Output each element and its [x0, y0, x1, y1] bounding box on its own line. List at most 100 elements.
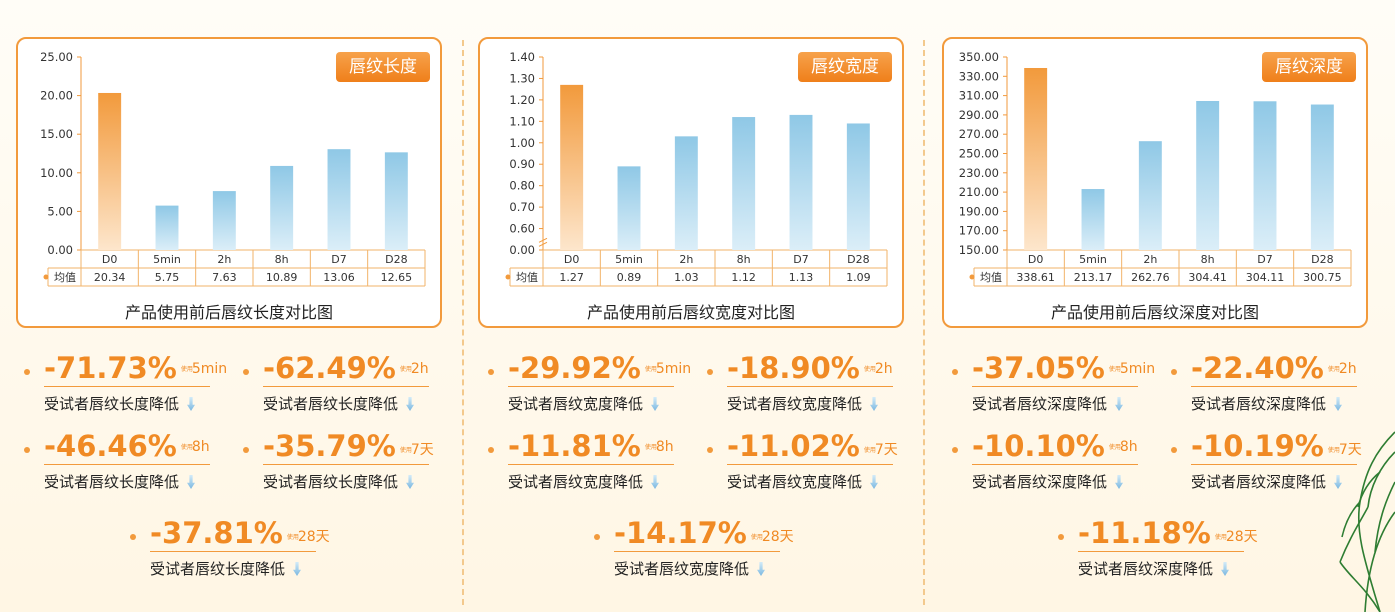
y-tick-label: 350.00	[959, 50, 999, 64]
stat-item: -14.17% 使用28天受试者唇纹宽度降低	[594, 516, 814, 579]
down-arrow-icon	[1115, 475, 1124, 489]
panel-divider-2	[923, 40, 925, 605]
bar-D28	[384, 152, 408, 250]
data-value-label: 7.63	[212, 271, 237, 284]
bullet-dot	[707, 447, 713, 453]
stat-time: 7天	[1338, 442, 1362, 458]
bar-chart-svg: 25.00 20.00 15.00 10.00 5.00 0.00 均值 D0 20.34 5mi…	[40, 50, 426, 287]
stat-percent: -62.49%	[263, 351, 396, 385]
stat-time-tag: 使用2h	[864, 361, 893, 377]
stat-item: -10.10% 使用8h 受试者唇纹深度降低	[952, 429, 1172, 492]
stat-description: 受试者唇纹宽度降低	[614, 558, 814, 579]
down-arrow-icon	[870, 397, 879, 411]
stat-percent: -29.92%	[508, 351, 641, 385]
stat-desc-text: 受试者唇纹深度降低	[972, 473, 1108, 491]
row-label: 均值	[54, 271, 76, 284]
y-tick-label: 1.20	[509, 93, 535, 107]
down-arrow-icon	[406, 475, 415, 489]
stat-percent: -14.17%	[614, 516, 747, 550]
stat-description: 受试者唇纹长度降低	[263, 471, 463, 492]
stat-mini-label: 使用	[750, 534, 763, 541]
bar-8h	[732, 117, 756, 251]
y-tick-label: 20.00	[40, 89, 73, 103]
stat-mini-label: 使用	[1327, 447, 1340, 454]
data-value-label: 300.75	[1303, 271, 1342, 284]
down-arrow-icon	[1115, 397, 1124, 411]
stat-time-tag: 使用8h	[181, 439, 210, 455]
y-tick-label: 15.00	[40, 127, 73, 141]
bar-2h	[212, 191, 236, 250]
stat-desc-text: 受试者唇纹长度降低	[44, 473, 180, 491]
stat-percent: -11.81%	[508, 429, 641, 463]
stat-item: -29.92% 使用5min 受试者唇纹宽度降低	[488, 351, 708, 414]
stat-time: 7天	[874, 442, 898, 458]
stat-time-tag: 使用8h	[645, 439, 674, 455]
y-tick-label: 0.70	[509, 200, 535, 214]
stat-desc-text: 受试者唇纹深度降低	[1191, 395, 1327, 413]
y-tick-label: 0.00	[509, 243, 535, 257]
bullet-dot	[952, 447, 958, 453]
data-value-label: 304.41	[1188, 271, 1227, 284]
bullet-dot	[130, 534, 136, 540]
stat-mini-label: 使用	[1214, 534, 1227, 541]
y-tick-label: 270.00	[959, 127, 999, 141]
chart-card-1: 1.40 1.30 1.20 1.10 1.00 0.90 0.80 0.70 0.60 0.00…	[478, 37, 904, 328]
stat-desc-text: 受试者唇纹深度降低	[972, 395, 1108, 413]
bar-chart-svg: 350.00 330.00 310.00 290.00 270.00 250.00 230.…	[959, 50, 1352, 287]
stat-time-tag: 使用5min	[645, 361, 691, 377]
x-category-label: 2h	[217, 253, 231, 266]
data-value-label: 304.11	[1246, 271, 1285, 284]
x-category-label: 2h	[1143, 253, 1157, 266]
stat-time-tag: 使用7天	[1328, 439, 1362, 459]
stat-underline	[727, 386, 893, 387]
y-tick-label: 0.80	[509, 179, 535, 193]
stat-time: 28天	[297, 529, 330, 545]
stat-underline	[1191, 464, 1357, 465]
bar-D7	[327, 149, 351, 250]
stat-description: 受试者唇纹长度降低	[263, 393, 463, 414]
stat-time: 28天	[761, 529, 794, 545]
data-value-label: 1.13	[789, 271, 814, 284]
y-tick-label: 170.00	[959, 224, 999, 238]
stat-time-tag: 使用2h	[400, 361, 429, 377]
bullet-dot	[1171, 447, 1177, 453]
down-arrow-icon	[187, 397, 196, 411]
data-value-label: 20.34	[94, 271, 126, 284]
stat-desc-text: 受试者唇纹长度降低	[44, 395, 180, 413]
stat-percent: -10.19%	[1191, 429, 1324, 463]
stat-percent: -11.18%	[1078, 516, 1211, 550]
y-tick-label: 0.60	[509, 222, 535, 236]
stat-time: 5min	[191, 361, 228, 377]
stat-mini-label: 使用	[180, 444, 193, 451]
chart-badge: 唇纹长度	[336, 52, 430, 82]
bar-5min	[155, 205, 179, 250]
stat-underline	[263, 386, 429, 387]
y-tick-label: 1.40	[509, 50, 535, 64]
bullet-dot	[24, 447, 30, 453]
x-category-label: D0	[1028, 253, 1043, 266]
stat-percent: -10.10%	[972, 429, 1105, 463]
y-tick-label: 210.00	[959, 185, 999, 199]
stat-item: -35.79% 使用7天 受试者唇纹长度降低	[243, 429, 463, 492]
stat-time-tag: 使用28天	[287, 526, 330, 546]
stat-item: -22.40% 使用2h 受试者唇纹深度降低	[1171, 352, 1391, 414]
stat-mini-label: 使用	[286, 534, 299, 541]
stat-mini-label: 使用	[1108, 444, 1121, 451]
bullet-dot	[707, 369, 713, 375]
legend-dot	[505, 274, 511, 280]
y-tick-label: 0.00	[47, 243, 73, 257]
stat-description: 受试者唇纹长度降低	[150, 558, 350, 579]
y-tick-label: 0.90	[509, 157, 535, 171]
stat-mini-label: 使用	[399, 366, 412, 373]
stat-description: 受试者唇纹长度降低	[44, 471, 244, 492]
stat-desc-text: 受试者唇纹深度降低	[1191, 473, 1327, 491]
bar-D7	[1253, 101, 1277, 251]
stat-time: 2h	[1338, 361, 1357, 377]
stat-underline	[1191, 386, 1357, 387]
bullet-dot	[243, 447, 249, 453]
stat-percent: -35.79%	[263, 429, 396, 463]
bullet-dot	[488, 447, 494, 453]
down-arrow-icon	[1334, 475, 1343, 489]
axis-break	[538, 237, 548, 247]
stat-item: -18.90% 使用2h 受试者唇纹宽度降低	[707, 352, 927, 414]
